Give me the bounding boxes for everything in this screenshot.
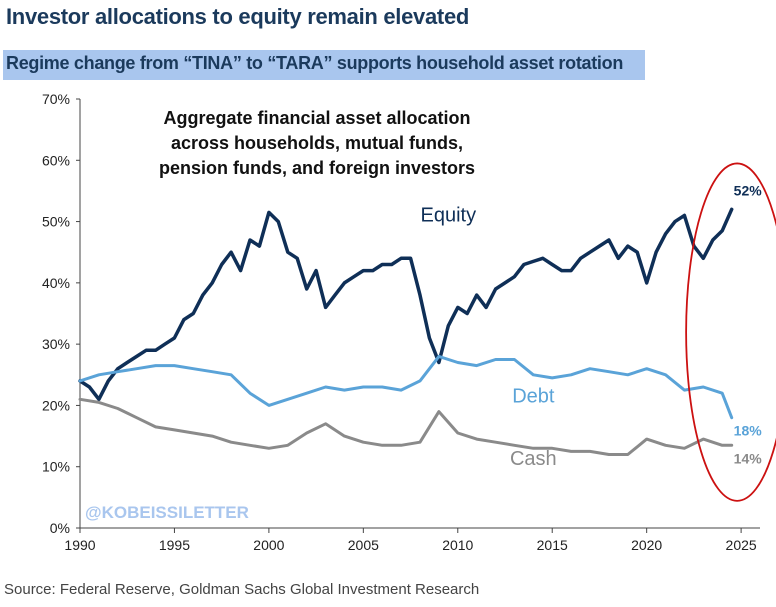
y-tick-label: 30% [42,336,70,352]
y-tick-label: 40% [42,275,70,291]
x-tick-label: 2005 [348,537,379,553]
y-tick-label: 60% [42,152,70,168]
y-tick-label: 50% [42,214,70,230]
y-tick-label: 20% [42,397,70,413]
series-label-cash: Cash [510,448,557,470]
series-line-debt [78,354,734,420]
series-line-cash [78,397,734,456]
series-label-equity: Equity [421,205,477,227]
x-tick-label: 2010 [442,537,473,553]
x-tick-label: 1995 [159,537,190,553]
subtitle-text: Regime change from “TINA” to “TARA” supp… [6,53,624,73]
chart-title-line: Aggregate financial asset allocation [163,108,470,128]
watermark: @KOBEISSILETTER [85,503,249,522]
highlight-ellipse [685,162,776,502]
y-tick-label: 0% [50,520,70,536]
end-label-debt: 18% [734,423,763,439]
x-tick-label: 2020 [631,537,662,553]
x-tick-label: 2025 [726,537,757,553]
y-tick-label: 70% [42,91,70,107]
source-note: Source: Federal Reserve, Goldman Sachs G… [4,581,480,598]
end-label-equity: 52% [734,182,763,198]
x-tick-label: 1990 [64,537,95,553]
subtitle-banner: Regime change from “TINA” to “TARA” supp… [3,50,645,80]
chart-title-line: across households, mutual funds, [171,133,463,153]
series-label-debt: Debt [512,385,555,407]
page-title: Investor allocations to equity remain el… [6,4,470,29]
chart-title-line: pension funds, and foreign investors [159,158,475,178]
y-tick-label: 10% [42,459,70,475]
series-line-equity [78,207,734,402]
x-tick-label: 2015 [537,537,568,553]
end-label-cash: 14% [734,450,763,466]
x-tick-label: 2000 [253,537,284,553]
